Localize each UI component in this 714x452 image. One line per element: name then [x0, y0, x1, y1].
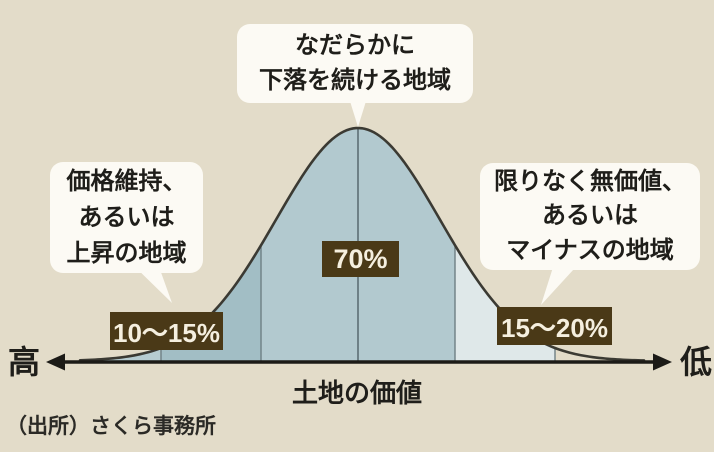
source-attribution: （出所）さくら事務所 [6, 415, 216, 438]
axis-arrow-right-icon [653, 353, 672, 371]
axis-label-low: 低 [680, 344, 713, 380]
axis-title: 土地の価値 [291, 378, 422, 408]
axis-label-high: 高 [8, 344, 41, 380]
callout-rising-regions: 価格維持、 あるいは 上昇の地域 [50, 162, 203, 273]
share-badge-left: 10〜15% [110, 312, 223, 350]
callout-declining-regions: なだらかに 下落を続ける地域 [237, 24, 473, 103]
share-badge-center: 70% [322, 241, 399, 277]
share-badge-right: 15〜20% [497, 307, 612, 345]
value-axis [46, 353, 672, 371]
callout-top-tail [349, 98, 367, 127]
callout-worthless-regions: 限りなく無価値、 あるいは マイナスの地域 [480, 163, 700, 270]
axis-arrow-left-icon [46, 353, 65, 371]
